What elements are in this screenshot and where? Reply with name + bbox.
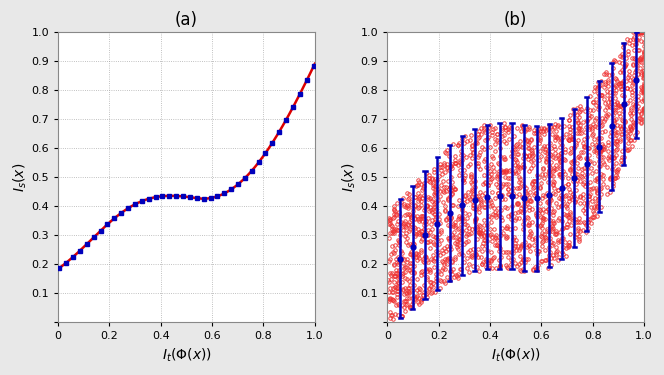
- Title: (b): (b): [504, 11, 527, 29]
- X-axis label: $I_t(\Phi(x))$: $I_t(\Phi(x))$: [491, 346, 540, 364]
- Y-axis label: $I_s(x)$: $I_s(x)$: [341, 162, 358, 192]
- Title: (a): (a): [175, 11, 198, 29]
- X-axis label: $I_t(\Phi(x))$: $I_t(\Phi(x))$: [161, 346, 211, 364]
- Y-axis label: $I_s(x)$: $I_s(x)$: [11, 162, 29, 192]
